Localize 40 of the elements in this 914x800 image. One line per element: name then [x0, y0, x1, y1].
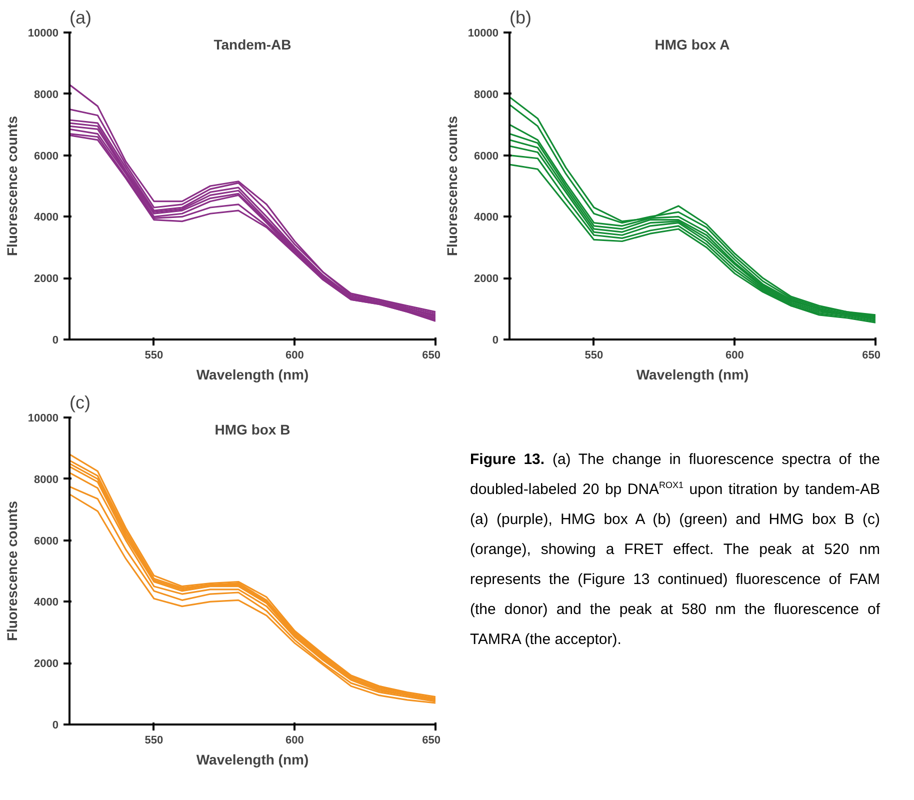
chart-title: HMG box B: [214, 422, 290, 438]
y-tick-label: 8000: [34, 88, 59, 101]
x-axis-title: Wavelength (nm): [196, 752, 309, 768]
y-tick-label: 4000: [34, 596, 59, 609]
x-tick-label: 600: [286, 350, 304, 362]
caption: Figure 13.: [470, 451, 545, 468]
chart-title: Tandem-AB: [214, 36, 292, 52]
y-tick-label: 4000: [474, 212, 499, 224]
y-tick-label: 6000: [34, 535, 59, 548]
y-tick-label: 6000: [34, 150, 59, 162]
text: (c): [70, 392, 90, 412]
x-tick-label: 550: [144, 350, 164, 362]
y-tick-label: 0: [52, 334, 59, 346]
y-axis-title: Fluorescence counts: [444, 116, 460, 256]
x-tick-label: 650: [422, 350, 441, 362]
y-tick-label: 0: [52, 720, 59, 732]
x-axis-title: Wavelength (nm): [196, 366, 309, 382]
x-tick-label: 550: [144, 734, 164, 746]
x-tick-label: 650: [862, 350, 881, 362]
x-axis-title: Wavelength (nm): [636, 366, 749, 382]
x-tick-label: 650: [422, 734, 441, 746]
y-tick-label: 2000: [34, 273, 59, 286]
y-tick-label: 8000: [34, 474, 59, 486]
x-tick-label: 600: [726, 350, 744, 362]
y-tick-label: 6000: [474, 150, 499, 162]
y-tick-label: 2000: [34, 658, 59, 670]
y-axis-title: Fluorescence counts: [4, 116, 20, 256]
x-tick-label: 600: [286, 734, 304, 746]
y-tick-label: 10000: [28, 412, 59, 424]
y-tick-label: 10000: [28, 28, 59, 40]
y-tick-label: 10000: [468, 28, 499, 40]
x-tick-label: 550: [584, 350, 604, 362]
y-tick-label: 0: [492, 334, 499, 346]
text: (a): [70, 8, 92, 28]
text: (b): [510, 8, 532, 28]
y-tick-label: 2000: [474, 273, 499, 286]
chart-title: HMG box A: [654, 36, 730, 52]
y-axis-title: Fluorescence counts: [4, 500, 20, 642]
y-tick-label: 8000: [474, 88, 499, 101]
y-tick-label: 4000: [34, 212, 59, 224]
